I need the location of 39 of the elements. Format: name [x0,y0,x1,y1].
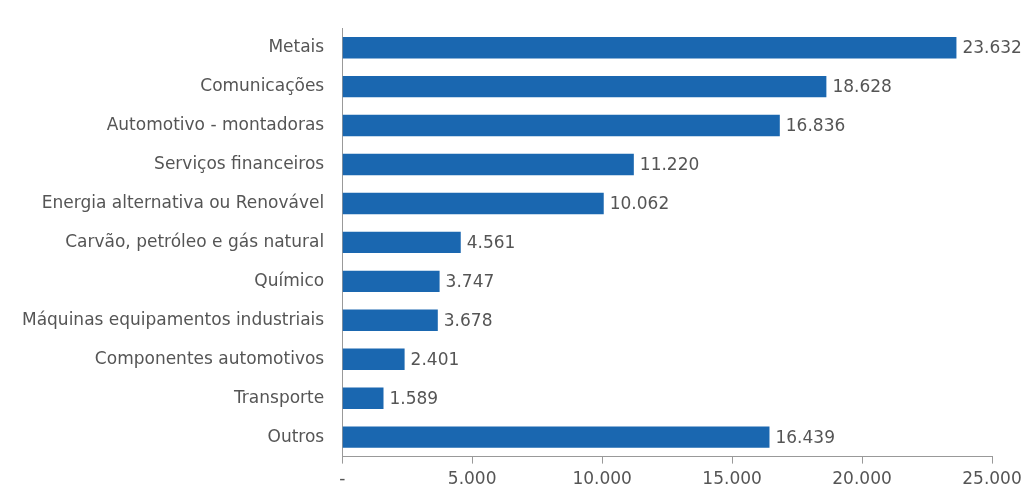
data-label: 10.062 [609,192,670,213]
bar [342,426,770,448]
data-label: 3.747 [445,270,495,291]
bar [342,309,438,331]
bar [342,114,780,137]
data-label: 16.836 [785,114,846,135]
data-label: 3.678 [443,309,493,330]
data-label: 23.632 [962,37,1022,58]
data-label: 1.589 [389,387,439,408]
data-label: 4.561 [466,231,516,252]
data-label: 2.401 [410,348,460,369]
bar [342,231,461,254]
y-tick-label: Máquinas equipamentos industriais [22,308,325,329]
bar [342,270,440,293]
data-label: 18.628 [832,76,892,97]
bar [342,348,405,370]
y-tick-label: Metais [268,36,325,57]
x-tick-label: 10.000 [572,468,632,489]
y-tick-label: Carvão, petróleo e gás natural [65,230,325,251]
y-tick-label: Automotivo - montadoras [106,113,325,134]
x-tick-label: 20.000 [832,468,892,489]
x-tick-label: 15.000 [702,468,762,489]
y-tick-label: Químico [254,269,325,290]
bar [342,192,604,215]
bar [342,75,827,98]
y-tick-label: Outros [267,425,325,446]
bar [342,36,957,59]
y-tick-label: Comunicações [200,75,325,96]
bar [342,153,634,176]
y-tick-label: Transporte [232,386,325,407]
y-tick-label: Componentes automotivos [94,347,325,368]
y-tick-label: Energia alternativa ou Renovável [41,191,325,212]
x-tick-label: - [339,468,346,489]
bar [342,387,384,409]
data-label: 16.439 [775,426,835,447]
x-tick-label: 25.000 [962,468,1022,489]
y-tick-label: Serviços financeiros [154,152,325,173]
data-label: 11.220 [639,153,700,174]
x-tick-label: 5.000 [447,468,497,489]
